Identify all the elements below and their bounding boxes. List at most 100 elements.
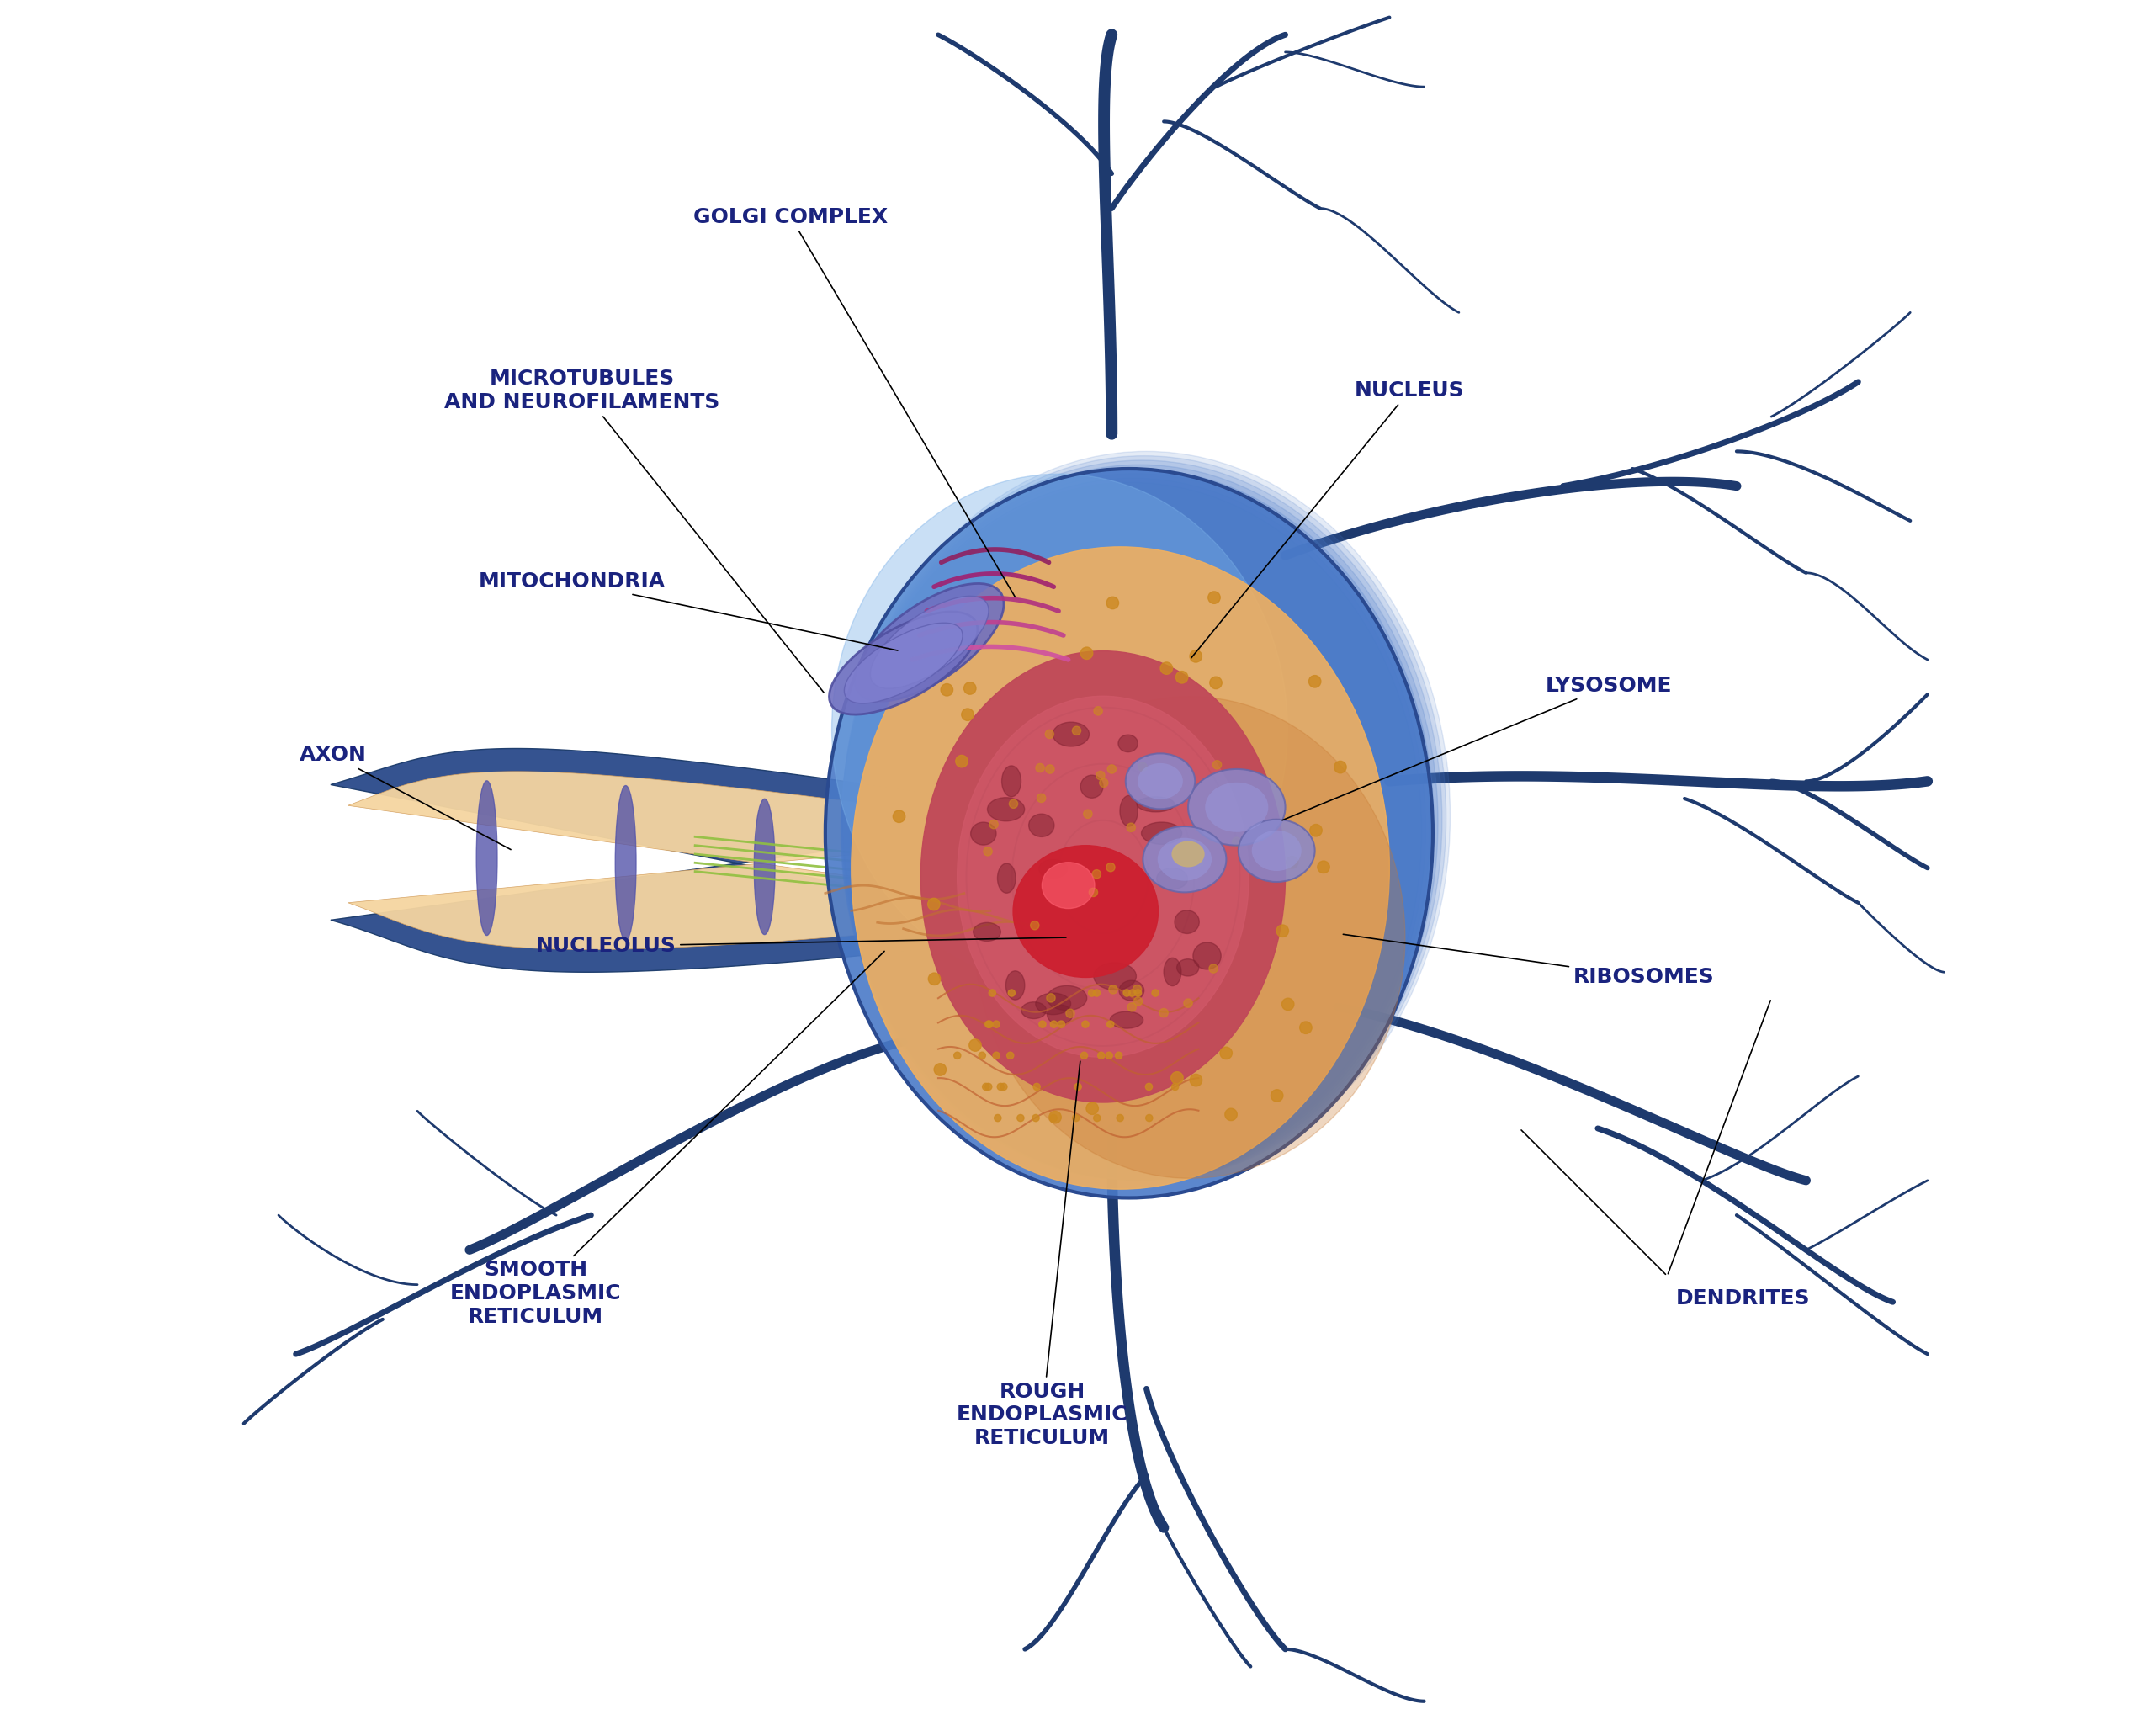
Ellipse shape [1277,925,1288,937]
Ellipse shape [1133,996,1142,1005]
Ellipse shape [974,922,1002,941]
Ellipse shape [999,1083,1008,1090]
Ellipse shape [1088,990,1094,996]
Ellipse shape [1208,963,1217,972]
Ellipse shape [984,847,993,856]
Ellipse shape [1232,837,1241,845]
Ellipse shape [1193,943,1221,969]
Ellipse shape [1185,998,1193,1007]
Ellipse shape [844,623,963,703]
Ellipse shape [1310,825,1323,837]
Ellipse shape [1219,1047,1232,1059]
Ellipse shape [920,651,1286,1102]
Ellipse shape [1189,651,1202,663]
Ellipse shape [1172,1071,1183,1083]
Ellipse shape [1107,766,1116,774]
Ellipse shape [928,898,939,910]
Ellipse shape [1047,1005,1073,1024]
Ellipse shape [1157,868,1187,889]
Ellipse shape [1127,753,1195,809]
Ellipse shape [1208,592,1219,604]
Ellipse shape [997,863,1017,892]
Ellipse shape [831,474,1288,984]
Ellipse shape [1094,990,1101,996]
Ellipse shape [1049,1111,1062,1123]
Ellipse shape [1127,823,1135,832]
Ellipse shape [851,547,1389,1189]
Ellipse shape [1036,764,1045,773]
Ellipse shape [989,990,995,996]
Text: DENDRITES: DENDRITES [1676,1288,1809,1309]
Ellipse shape [1105,1052,1114,1059]
Ellipse shape [1299,1021,1312,1033]
Ellipse shape [941,684,952,696]
Text: RIBOSOMES: RIBOSOMES [1344,934,1715,988]
Ellipse shape [1282,998,1295,1010]
Ellipse shape [1006,970,1025,1000]
Ellipse shape [1137,797,1174,812]
Ellipse shape [870,595,989,689]
Ellipse shape [1008,990,1015,996]
Ellipse shape [1176,958,1200,976]
Ellipse shape [1318,861,1329,873]
Ellipse shape [1146,1083,1152,1090]
Ellipse shape [1017,1115,1023,1121]
Ellipse shape [840,483,1422,1180]
Ellipse shape [1226,1108,1236,1120]
Ellipse shape [1120,981,1144,1000]
Ellipse shape [829,611,978,715]
Ellipse shape [1137,762,1146,771]
Ellipse shape [956,696,1249,1057]
Ellipse shape [1096,771,1105,779]
Ellipse shape [1083,809,1092,818]
Ellipse shape [1075,1083,1081,1090]
Ellipse shape [1053,722,1090,746]
Ellipse shape [1038,859,1068,878]
Text: ROUGH
ENDOPLASMIC
RETICULUM: ROUGH ENDOPLASMIC RETICULUM [956,1061,1129,1448]
Ellipse shape [1058,1021,1064,1028]
Ellipse shape [1006,1052,1015,1059]
Ellipse shape [1129,990,1135,996]
Ellipse shape [754,799,775,934]
Ellipse shape [1116,1115,1124,1121]
Ellipse shape [969,1040,982,1052]
Ellipse shape [989,819,997,828]
Ellipse shape [1137,764,1183,799]
Ellipse shape [1086,1102,1099,1115]
Text: NUCLEOLUS: NUCLEOLUS [536,936,1066,957]
Ellipse shape [842,460,1441,1180]
Text: LYSOSOME: LYSOSOME [1282,675,1672,819]
Ellipse shape [997,1083,1004,1090]
Ellipse shape [842,457,1445,1180]
Ellipse shape [1034,1083,1040,1090]
Text: NUCLEUS: NUCLEUS [1191,380,1465,658]
Ellipse shape [1116,1052,1122,1059]
Ellipse shape [1152,990,1159,996]
Ellipse shape [855,583,1004,701]
Ellipse shape [1047,993,1055,1002]
Ellipse shape [1163,958,1180,986]
Ellipse shape [1204,783,1269,832]
Ellipse shape [1189,1075,1202,1087]
Ellipse shape [1135,990,1142,996]
Ellipse shape [995,1115,1002,1121]
Ellipse shape [1051,1021,1058,1028]
Ellipse shape [825,469,1432,1198]
Ellipse shape [1038,1021,1047,1028]
Ellipse shape [1066,1009,1075,1017]
Ellipse shape [1157,838,1213,880]
Ellipse shape [1251,830,1301,871]
Ellipse shape [1094,707,1103,715]
Ellipse shape [1094,962,1137,990]
Ellipse shape [961,708,974,720]
Ellipse shape [1043,863,1094,908]
Ellipse shape [1159,1009,1167,1017]
Ellipse shape [1008,800,1019,809]
Ellipse shape [1183,840,1191,849]
Ellipse shape [842,465,1439,1180]
Text: SMOOTH
ENDOPLASMIC
RETICULUM: SMOOTH ENDOPLASMIC RETICULUM [450,951,885,1326]
Ellipse shape [1094,1115,1101,1121]
Ellipse shape [963,682,976,694]
Ellipse shape [1002,766,1021,797]
Ellipse shape [982,1083,989,1090]
